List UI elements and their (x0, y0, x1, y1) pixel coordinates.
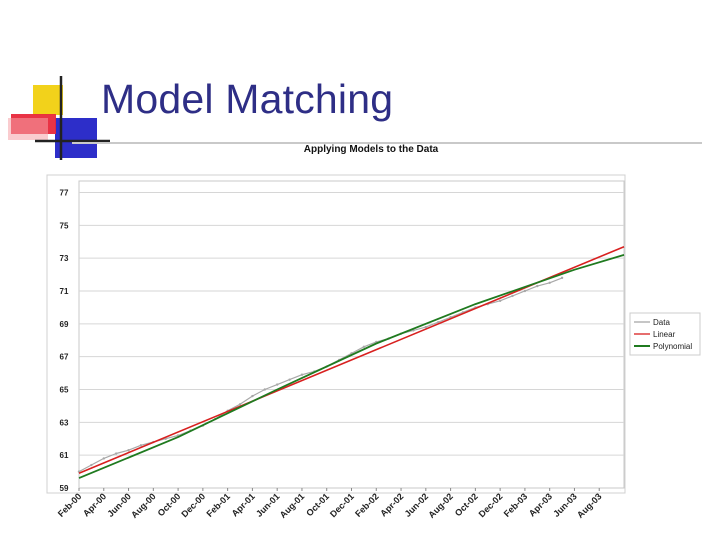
data-point (288, 378, 291, 381)
x-tick-label: Jun-00 (105, 491, 133, 519)
data-point (548, 281, 551, 284)
y-tick-label: 61 (60, 451, 69, 460)
logo-red-fade (8, 118, 48, 140)
data-point (251, 394, 254, 398)
x-tick-label: Apr-02 (378, 491, 405, 518)
x-tick-label: Jun-03 (551, 491, 579, 519)
x-tick-label: Jun-01 (254, 491, 282, 519)
x-tick-label: Feb-00 (56, 491, 84, 519)
y-axis-ticks: 59 61 63 65 67 69 71 73 75 77 (60, 188, 69, 493)
data-point (275, 383, 279, 386)
legend: Data Linear Polynomial (629, 312, 701, 356)
data-point (127, 449, 130, 452)
x-tick-label: Apr-00 (81, 491, 108, 518)
plot-area (78, 180, 625, 489)
data-point (102, 457, 105, 460)
x-tick-label: Oct-01 (304, 491, 331, 518)
data-point (536, 284, 539, 288)
legend-label-data: Data (653, 318, 670, 327)
grid-lines (79, 191, 624, 456)
x-tick-label: Jun-02 (403, 491, 431, 519)
slide-logo (8, 76, 110, 160)
x-tick-label: Oct-02 (453, 491, 480, 518)
x-tick-label: Aug-01 (278, 491, 307, 520)
series-lines (77, 245, 625, 479)
data-point (362, 345, 366, 349)
logo-yellow-square (33, 85, 63, 115)
chart-title: Applying Models to the Data (304, 144, 439, 155)
y-tick-label: 77 (60, 188, 69, 197)
y-tick-label: 71 (60, 287, 69, 296)
data-point (263, 388, 266, 391)
x-tick-label: Dec-02 (477, 491, 505, 519)
data-point (498, 299, 502, 303)
y-tick-label: 69 (60, 320, 69, 329)
x-tick-label: Oct-00 (156, 491, 183, 518)
x-tick-label: Feb-01 (204, 491, 232, 519)
legend-label-linear: Linear (653, 330, 676, 339)
y-tick-label: 63 (60, 418, 69, 427)
data-point (300, 373, 304, 376)
slide-title: Model Matching (101, 76, 394, 122)
y-tick-label: 67 (60, 353, 69, 362)
title-divider (72, 142, 702, 144)
data-point (523, 289, 527, 293)
data-point (424, 325, 428, 329)
data-point (560, 276, 564, 280)
y-tick-label: 65 (60, 385, 69, 394)
data-point (114, 452, 118, 455)
data-point (139, 444, 143, 447)
x-tick-label: Feb-02 (353, 491, 381, 519)
data-point (511, 294, 514, 298)
data-point (238, 403, 242, 406)
x-tick-label: Aug-00 (129, 491, 158, 520)
y-tick-label: 59 (60, 484, 69, 493)
x-tick-label: Dec-00 (179, 491, 207, 519)
series-line-polynomial (78, 254, 625, 479)
data-point (437, 320, 440, 324)
x-tick-label: Dec-01 (328, 491, 356, 519)
x-tick-label: Apr-01 (230, 491, 257, 518)
x-tick-label: Feb-03 (502, 491, 530, 519)
x-tick-label: Aug-03 (575, 491, 604, 520)
y-tick-label: 73 (60, 254, 69, 263)
y-tick-label: 75 (60, 221, 69, 230)
x-tick-label: Aug-02 (426, 491, 455, 520)
data-point (90, 463, 93, 467)
legend-label-polynomial: Polynomial (653, 342, 692, 351)
x-tick-label: Apr-03 (527, 491, 554, 518)
